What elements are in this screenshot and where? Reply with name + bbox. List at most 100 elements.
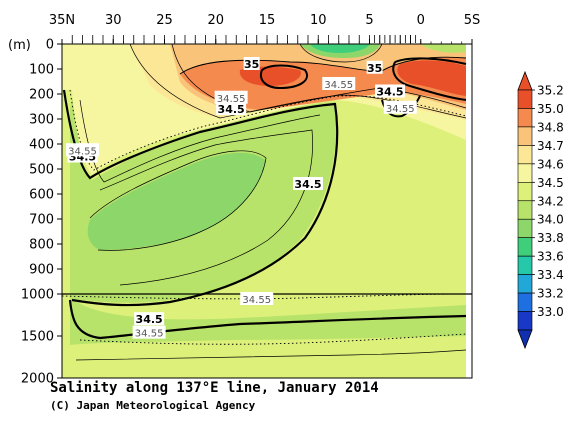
- colorbar-swatch: [517, 89, 533, 109]
- colorbar-swatch: [517, 108, 533, 128]
- chart-credit: (C) Japan Meteorological Agency: [50, 399, 256, 412]
- fill-34-2-surface-eq: [420, 44, 466, 53]
- colorbar-swatch: [517, 145, 533, 165]
- y-tick-label: 800: [29, 238, 54, 253]
- contour-upper-3: [179, 56, 467, 75]
- contour-label: 34.55: [324, 80, 353, 91]
- contour-label: 34.55: [217, 94, 246, 105]
- y-tick-label: 1000: [21, 288, 54, 303]
- y-tick-label: 1500: [21, 330, 54, 345]
- contour-upper-2: [171, 44, 467, 113]
- y-tick-label: 600: [29, 188, 54, 203]
- contour-label-bg: [322, 77, 356, 90]
- y-tick-label: 900: [29, 263, 54, 278]
- colorbar-label: 34.2: [537, 194, 564, 208]
- contour-34-5-deep: [68, 299, 467, 340]
- x-tick-label: 5: [365, 13, 373, 28]
- x-tick-label: 10: [310, 13, 327, 28]
- colorbar-swatch: [517, 218, 533, 238]
- colorbar-label: 34.7: [537, 139, 564, 153]
- contour-label: 34.5: [376, 86, 403, 99]
- contour-label: 34.55: [242, 295, 271, 306]
- colorbar-swatch: [517, 182, 533, 202]
- colorbar-label: 35.0: [537, 102, 564, 116]
- salinity-fills: [62, 44, 472, 378]
- colorbar-swatch: [517, 274, 533, 294]
- y-tick-label: 400: [29, 138, 54, 153]
- contour-35-east: [392, 57, 467, 101]
- colorbar-label: 35.2: [537, 84, 564, 98]
- colorbar-label: 33.4: [537, 268, 564, 282]
- colorbar-label: 33.8: [537, 231, 564, 245]
- no-data-region: [466, 44, 472, 378]
- contour-label-bg: [214, 90, 248, 104]
- x-tick-label: 5S: [464, 13, 481, 28]
- colorbar-label: 34.5: [537, 176, 564, 190]
- contour-34-55: [69, 89, 467, 171]
- contour-label-bg: [240, 292, 274, 306]
- fill-33-8-surface: [310, 44, 370, 53]
- contour-thin-2: [99, 129, 313, 286]
- contour-label: 34.55: [386, 104, 415, 115]
- y-axis-unit: (m): [8, 38, 31, 53]
- colorbar-swatch: [517, 255, 533, 275]
- y-tick-label: 2000: [21, 372, 54, 387]
- y-tick-label: 700: [29, 213, 54, 228]
- contour-label-bg: [366, 60, 383, 74]
- contour-label: 34.5: [218, 103, 245, 116]
- contour-34-55-deep: [79, 333, 467, 345]
- x-tick-label: 35N: [49, 13, 75, 28]
- contour-surface: [299, 44, 383, 63]
- contour-label-bg: [66, 143, 99, 157]
- colorbar-label: 34.0: [537, 213, 564, 227]
- contour-label: 34.5: [136, 313, 163, 326]
- contour-label-bg: [375, 84, 405, 98]
- colorbar-swatch: [517, 311, 533, 331]
- colorbar-swatch: [517, 237, 533, 257]
- contour-label: 34.5: [294, 178, 321, 191]
- colorbar-label: 34.6: [537, 157, 564, 171]
- fill-35-2-core-east: [397, 60, 466, 96]
- x-axis: 35N 30 25 20 15 10 5 0 5S: [49, 13, 480, 44]
- contour-label-bg: [383, 100, 417, 114]
- y-tick-label: 200: [29, 88, 54, 103]
- colorbar: 35.2 35.0 34.8 34.7 34.6 34.5 34.2 34.0 33.8 33.6…: [517, 70, 564, 350]
- fill-34-2-deep: [70, 296, 466, 345]
- contour-label-bg: [216, 102, 247, 115]
- y-tick-label: 300: [29, 113, 54, 128]
- contour-34-5-main: [62, 89, 339, 307]
- chart-title: Salinity along 137°E line, January 2014: [50, 380, 379, 396]
- contour-thin-3: [89, 150, 267, 251]
- colorbar-label: 33.2: [537, 287, 564, 301]
- colorbar-swatch: [517, 163, 533, 183]
- contour-label-bg: [293, 177, 323, 190]
- colorbar-arrow-top: [517, 70, 533, 91]
- contour-label: 34.55: [135, 329, 164, 340]
- contour-label: 35: [367, 62, 382, 75]
- y-tick-label: 500: [29, 163, 54, 178]
- contour-label: 35: [244, 58, 259, 71]
- contour-label: 34.55: [68, 146, 97, 157]
- colorbar-label: 34.8: [537, 120, 564, 134]
- contour-label-bg: [243, 57, 260, 70]
- fill-34-0-core: [87, 152, 265, 250]
- colorbar-label: 33.0: [537, 305, 564, 319]
- y-axis: 100 200 300 400 500 600 700 800 900 1000 1500 2000 0: [21, 38, 62, 387]
- contour-label-bg: [132, 325, 166, 339]
- x-tick-label: 30: [105, 13, 122, 28]
- x-tick-label: 20: [207, 13, 224, 28]
- colorbar-swatch: [517, 126, 533, 146]
- y-tick-label: 100: [29, 63, 54, 78]
- colorbar-label: 33.6: [537, 250, 564, 264]
- colorbar-swatch: [517, 292, 533, 312]
- colorbar-arrow-bottom: [517, 329, 533, 350]
- y-tick-label: 0: [46, 38, 54, 53]
- contour-35-west: [260, 64, 308, 90]
- fill-35-2-core-west: [239, 66, 301, 86]
- colorbar-swatch: [517, 200, 533, 220]
- x-tick-label: 0: [417, 13, 425, 28]
- x-tick-label: 25: [156, 13, 173, 28]
- x-tick-label: 15: [259, 13, 276, 28]
